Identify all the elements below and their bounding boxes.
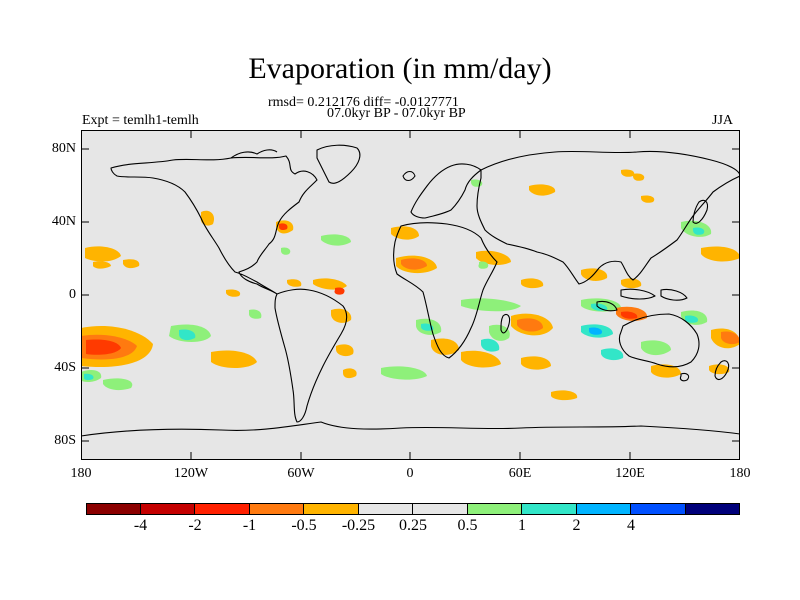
lon-label-60w: 60W (287, 466, 315, 481)
colorbar-label-0: -4 (133, 517, 148, 534)
colorbar-swatch-6 (413, 503, 468, 515)
colorbar-swatch-0 (86, 503, 141, 515)
colorbar-swatch-1 (140, 503, 195, 515)
stats-text: rmsd= 0.212176 diff= -0.0127771 (268, 95, 459, 110)
colorbar-label-7: 1 (518, 517, 526, 534)
map-background (81, 130, 740, 460)
lat-label-40n: 40N (51, 214, 76, 229)
colorbar-swatch-5 (358, 503, 413, 515)
colorbar-label-3: -0.5 (291, 517, 317, 534)
anomaly-patches (81, 169, 740, 401)
colorbar (86, 503, 740, 515)
chart-title: Evaporation (in mm/day) (248, 52, 552, 85)
colorbar-label-1: -2 (188, 517, 202, 534)
colorbar-swatch-3 (249, 503, 304, 515)
lat-label-40s: 40S (54, 360, 76, 375)
colorbar-label-6: 0.5 (457, 517, 478, 534)
colorbar-label-5: 0.25 (399, 517, 427, 534)
colorbar-label-9: 4 (627, 517, 635, 534)
lat-label-0: 0 (69, 287, 76, 302)
map-panel (81, 130, 740, 460)
lon-label-120e: 120E (615, 466, 645, 481)
colorbar-swatch-9 (576, 503, 631, 515)
colorbar-swatch-2 (195, 503, 250, 515)
coastlines (81, 144, 740, 437)
colorbar-swatch-7 (467, 503, 522, 515)
lon-label-60e: 60E (508, 466, 532, 481)
season-label: JJA (712, 113, 734, 128)
colorbar-swatch-4 (304, 503, 359, 515)
colorbar-label-4: -0.25 (341, 517, 376, 534)
evaporation-map (81, 130, 740, 460)
lat-label-80n: 80N (51, 141, 76, 156)
colorbar-label-8: 2 (572, 517, 581, 534)
lat-label-80s: 80S (54, 433, 76, 448)
lon-ticks (190, 130, 631, 460)
colorbar-swatch-8 (522, 503, 577, 515)
colorbar-swatch-11 (685, 503, 740, 515)
colorbar-swatch-10 (631, 503, 686, 515)
lon-label-120w: 120W (173, 466, 209, 481)
experiment-label: Expt = temlh1-temlh (82, 113, 199, 128)
lat-ticks (81, 148, 740, 442)
lon-label-180w: 180 (70, 466, 92, 481)
lon-label-0: 0 (406, 466, 414, 481)
colorbar-label-2: -1 (242, 517, 257, 534)
lon-label-180e: 180 (729, 466, 751, 481)
period-text: 07.0kyr BP - 07.0kyr BP (327, 106, 466, 121)
